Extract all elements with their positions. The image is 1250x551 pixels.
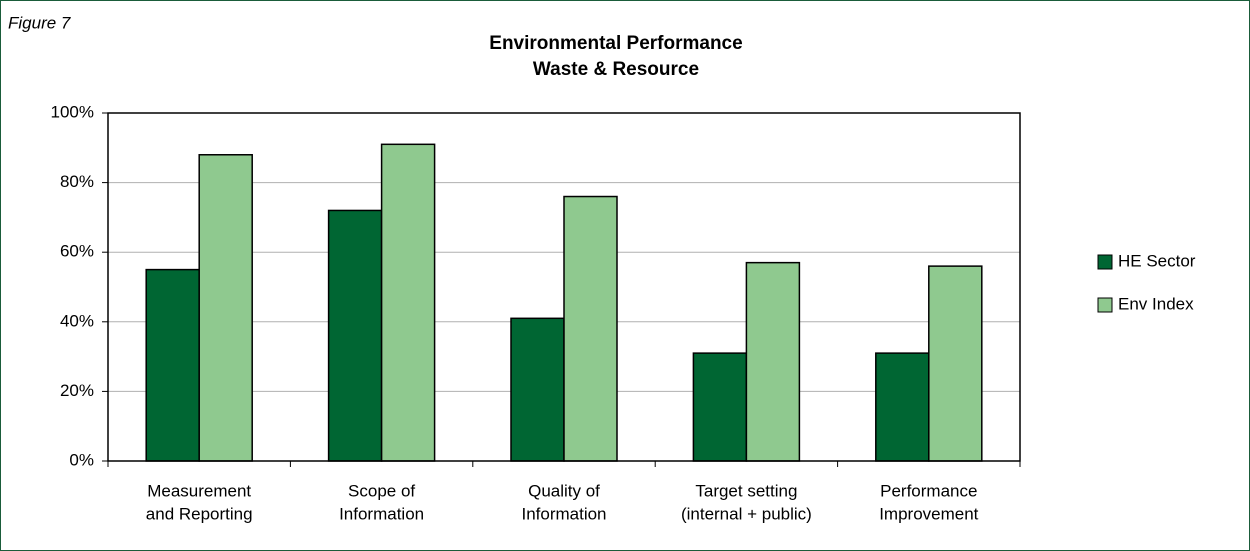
bar: [510, 317, 565, 462]
y-tick-label: 100%: [51, 102, 94, 121]
bar: [928, 265, 983, 462]
y-tick-label: 60%: [60, 242, 94, 261]
bar: [198, 154, 253, 462]
bar: [692, 352, 748, 462]
bar: [380, 143, 436, 462]
x-tick-label: Performance: [880, 481, 977, 500]
legend-swatch: [1097, 254, 1113, 270]
bar: [875, 352, 930, 462]
x-tick-label: (internal + public): [681, 504, 812, 523]
y-tick-label: 40%: [60, 311, 94, 330]
legend-label: HE Sector: [1118, 251, 1196, 270]
bar: [745, 261, 801, 462]
x-tick-label: Scope of: [348, 481, 415, 500]
bar: [327, 209, 383, 462]
x-tick-label: Quality of: [528, 481, 600, 500]
y-tick-label: 80%: [60, 172, 94, 191]
x-tick-label: Improvement: [879, 504, 978, 523]
legend-swatch: [1097, 297, 1113, 313]
y-tick-label: 0%: [69, 450, 94, 469]
x-tick-label: Information: [339, 504, 424, 523]
legend-label: Env Index: [1118, 294, 1194, 313]
figure-label: Figure 7: [8, 13, 71, 32]
bar: [563, 195, 618, 462]
x-tick-label: Target setting: [695, 481, 797, 500]
plot-frame: [107, 112, 1021, 462]
y-tick-label: 20%: [60, 381, 94, 400]
x-tick-label: Measurement: [147, 481, 251, 500]
bar: [145, 268, 200, 462]
x-tick-label: and Reporting: [146, 504, 253, 523]
chart-subtitle: Waste & Resource: [533, 59, 699, 80]
x-tick-label: Information: [521, 504, 606, 523]
chart-title: Environmental Performance: [489, 33, 742, 54]
